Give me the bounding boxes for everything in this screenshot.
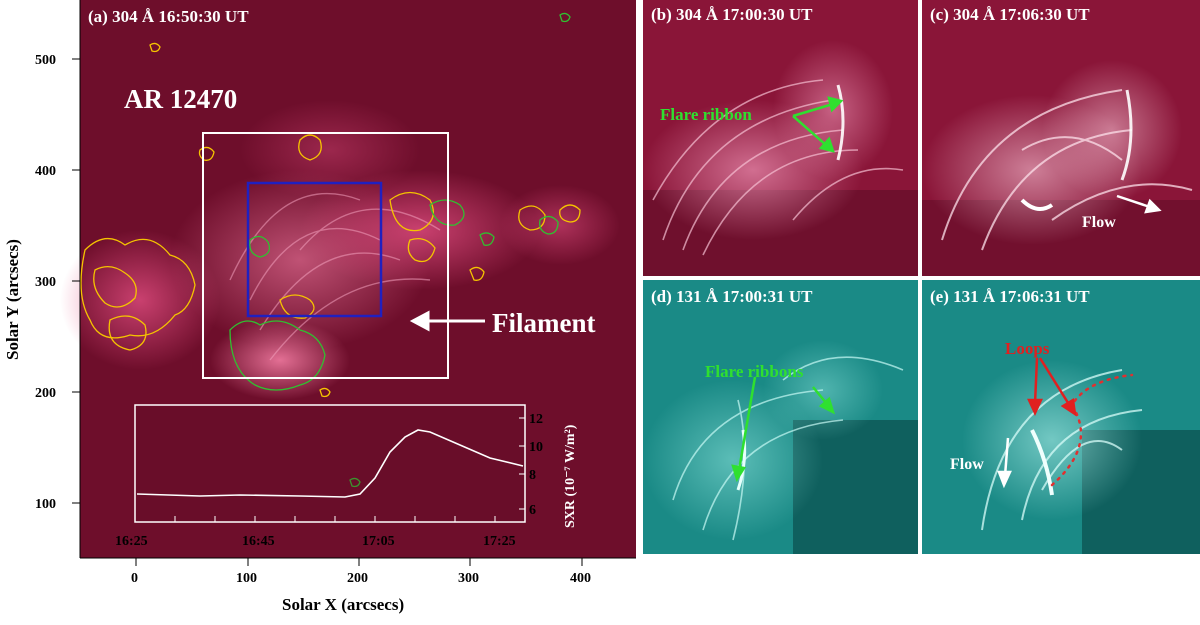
flow-arrow bbox=[1116, 194, 1162, 214]
filament-arrow bbox=[409, 310, 485, 332]
panel-b-title: (b) 304 Å 17:00:30 UT bbox=[651, 5, 813, 24]
x-tick: 100 bbox=[236, 571, 257, 586]
inset-xtick: 17:25 bbox=[483, 534, 516, 549]
inset-ytick: 12 bbox=[529, 412, 543, 427]
inset-xtick: 17:05 bbox=[362, 534, 395, 549]
inset-xtick: 16:25 bbox=[115, 534, 148, 549]
x-tick: 400 bbox=[570, 571, 591, 586]
flow-arrow-e bbox=[997, 437, 1012, 489]
blue-box bbox=[246, 181, 383, 318]
loops-arrows bbox=[1027, 357, 1077, 417]
panel-d: Flare ribbons (d) 131 Å 17:00:31 UT bbox=[643, 280, 918, 554]
y-axis-label: Solar Y (arcsecs) bbox=[3, 239, 22, 360]
filament-label: Filament bbox=[492, 308, 595, 338]
inset-y-label: SXR (10⁻⁷ W/m²) bbox=[563, 424, 578, 528]
panel-c-title: (c) 304 Å 17:06:30 UT bbox=[930, 5, 1090, 24]
loops-label: Loops bbox=[1005, 339, 1050, 358]
green-contours bbox=[229, 12, 571, 488]
sxr-inset: 16:25 16:45 17:05 17:25 6 8 10 12 SXR (1… bbox=[115, 404, 578, 549]
x-axis-label: Solar X (arcsecs) bbox=[282, 595, 404, 614]
axes bbox=[72, 0, 636, 566]
region-label: AR 12470 bbox=[124, 84, 237, 114]
flare-ribbons-arrows bbox=[731, 376, 836, 482]
panel-b: Flare ribbon (b) 304 Å 17:00:30 UT bbox=[643, 0, 918, 276]
panel-c: Flow (c) 304 Å 17:06:30 UT bbox=[922, 0, 1200, 276]
inset-ytick: 6 bbox=[529, 503, 536, 518]
inset-ytick: 8 bbox=[529, 468, 536, 483]
flare-ribbon-arrows bbox=[792, 96, 844, 153]
x-tick: 300 bbox=[458, 571, 479, 586]
panel-a-title: (a) 304 Å 16:50:30 UT bbox=[88, 7, 249, 26]
panel-e: Loops Flow (e) 131 Å 17:06:31 UT bbox=[922, 280, 1200, 554]
panel-d-title: (d) 131 Å 17:00:31 UT bbox=[651, 287, 813, 306]
flare-ribbon-label: Flare ribbon bbox=[660, 105, 752, 124]
flare-ribbons-label: Flare ribbons bbox=[705, 362, 804, 381]
white-box bbox=[202, 132, 449, 379]
flow-label: Flow bbox=[1082, 214, 1116, 231]
yellow-contours bbox=[80, 42, 581, 398]
flow-label-e: Flow bbox=[950, 456, 984, 473]
inset-xtick: 16:45 bbox=[242, 534, 275, 549]
y-tick: 500 bbox=[35, 53, 56, 68]
panel-e-title: (e) 131 Å 17:06:31 UT bbox=[930, 287, 1090, 306]
x-tick: 0 bbox=[131, 571, 138, 586]
y-tick: 400 bbox=[35, 164, 56, 179]
x-tick: 200 bbox=[347, 571, 368, 586]
panel-a: Filament AR 12470 (a) 304 Å 16:50:30 UT … bbox=[3, 0, 636, 614]
y-tick: 100 bbox=[35, 497, 56, 512]
sxr-curve bbox=[136, 429, 524, 498]
y-tick: 200 bbox=[35, 386, 56, 401]
inset-ytick: 10 bbox=[529, 440, 543, 455]
euv-image-304 bbox=[60, 0, 636, 558]
y-tick: 300 bbox=[35, 275, 56, 290]
